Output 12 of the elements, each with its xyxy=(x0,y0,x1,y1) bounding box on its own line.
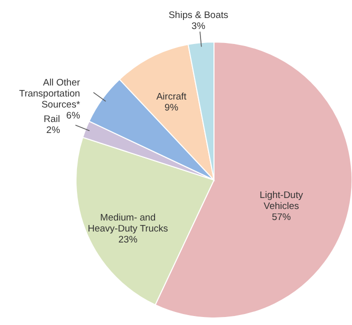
slice-label: All Other Transportation Sources* xyxy=(19,78,80,111)
data-label: 57% xyxy=(272,212,292,224)
data-label: 23% xyxy=(118,234,138,246)
data-label: 3% xyxy=(192,21,206,32)
slice-label: Rail xyxy=(44,114,60,126)
slice-label: Aircraft xyxy=(156,91,187,102)
slice-label: Light-Duty Vehicles xyxy=(260,190,304,212)
data-label: 6% xyxy=(66,110,81,122)
slice-label: Ships & Boats xyxy=(168,10,228,22)
slice-label: Medium- and Heavy-Duty Trucks xyxy=(88,212,168,234)
data-label: 2% xyxy=(46,125,61,136)
data-label: 9% xyxy=(164,102,179,114)
